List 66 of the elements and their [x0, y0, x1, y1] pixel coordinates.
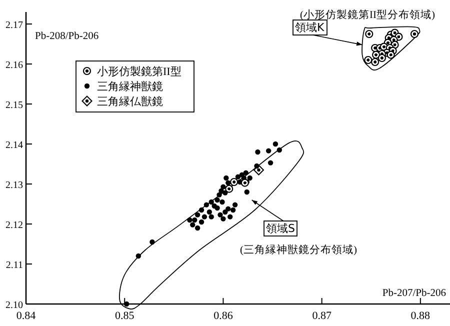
point	[222, 209, 228, 215]
point	[216, 192, 222, 198]
point	[365, 30, 374, 38]
point	[247, 175, 252, 181]
y-tick-label: 2.11	[6, 260, 23, 271]
x-tick-label: 0.86	[214, 310, 234, 322]
point	[214, 197, 220, 203]
point	[272, 141, 278, 147]
point	[243, 170, 248, 176]
point	[235, 174, 241, 180]
annotation: (三角縁神獣鏡分布領域)	[240, 243, 358, 256]
point	[202, 214, 208, 220]
point	[255, 149, 260, 155]
point	[198, 219, 204, 225]
legend-label: 三角縁神獣鏡	[97, 80, 163, 93]
y-tick-label: 2.16	[6, 60, 23, 71]
point	[364, 56, 372, 64]
point	[206, 209, 212, 215]
legend-label: 小形仿製鏡第II型	[97, 65, 182, 78]
y-tick-label: 2.10	[6, 300, 23, 311]
annotation: (小形仿製鏡第II型分布領域)	[300, 8, 436, 21]
point	[268, 160, 274, 166]
point	[276, 147, 282, 153]
point	[240, 178, 249, 187]
point	[124, 301, 130, 307]
point	[220, 199, 225, 205]
x-tick-label: 0.85	[114, 310, 135, 322]
y-axis-title: Pb-208/Pb-206	[35, 31, 99, 42]
annotation: 領域K	[295, 21, 324, 34]
point	[230, 207, 236, 213]
x-tick-label: 0.84	[16, 310, 36, 322]
annotation: 領域S	[266, 222, 295, 235]
point	[225, 184, 234, 193]
point	[220, 216, 226, 222]
point	[136, 253, 142, 259]
x-axis-title: Pb-207/Pb-206	[382, 288, 446, 299]
point	[208, 214, 214, 220]
point	[194, 212, 200, 218]
point	[218, 212, 223, 218]
y-tick-label: 2.14	[6, 140, 23, 151]
point	[190, 222, 196, 228]
point	[410, 30, 419, 38]
y-tick-label: 2.13	[6, 180, 23, 191]
point	[244, 189, 250, 195]
y-tick-label: 2.17	[6, 20, 23, 31]
point	[214, 205, 220, 211]
point	[371, 58, 380, 66]
point	[266, 148, 272, 154]
point	[204, 202, 210, 208]
point	[208, 199, 214, 205]
point	[194, 225, 200, 231]
point	[150, 239, 155, 245]
point	[198, 207, 204, 213]
point	[187, 217, 192, 223]
point	[378, 54, 386, 62]
x-tick-label: 0.87	[312, 310, 332, 322]
legend-label: 三角縁仏獣鏡	[97, 95, 163, 108]
x-tick-label: 0.88	[410, 310, 431, 322]
point	[230, 178, 238, 186]
y-tick-label: 2.12	[6, 220, 23, 231]
point	[386, 50, 395, 59]
point	[192, 217, 198, 223]
point	[232, 202, 238, 208]
y-tick-label: 2.15	[6, 100, 23, 111]
point	[228, 214, 233, 220]
point	[224, 175, 229, 181]
